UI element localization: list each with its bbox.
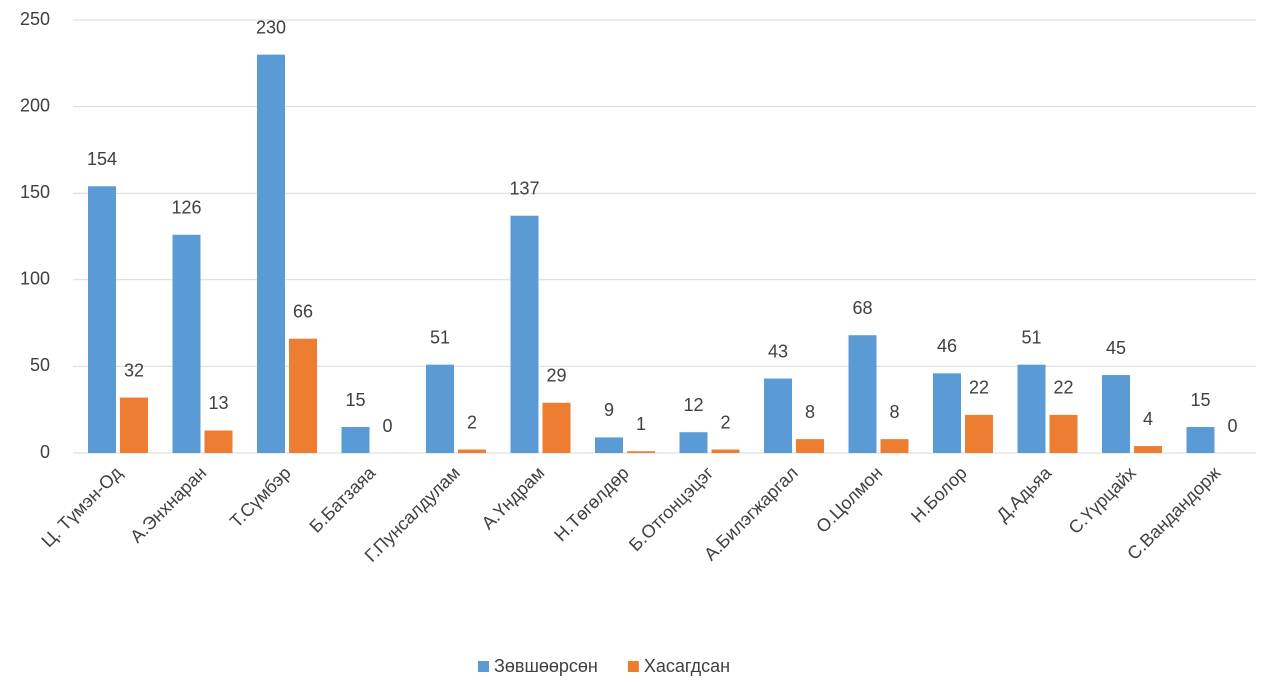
- bar: [595, 437, 623, 453]
- legend-swatch: [627, 661, 639, 672]
- x-tick-label: Б.Батзаяа: [305, 462, 380, 537]
- data-label: 68: [852, 298, 872, 318]
- x-tick-label: О.Цолмон: [812, 463, 886, 537]
- y-tick-label: 200: [20, 95, 50, 115]
- bar: [1186, 427, 1215, 453]
- data-label: 29: [546, 366, 566, 386]
- data-label: 43: [768, 341, 788, 361]
- legend: Зөвшөөрсөн Хасагдсан: [478, 656, 730, 676]
- data-label: 51: [1021, 327, 1041, 347]
- bar: [1134, 446, 1162, 453]
- data-label: 15: [345, 390, 365, 410]
- legend-label: Зөвшөөрсөн: [494, 656, 598, 676]
- legend-swatch: [478, 661, 489, 672]
- data-label: 8: [805, 402, 815, 422]
- bar: [120, 397, 148, 453]
- data-label: 22: [1053, 378, 1073, 398]
- bar: [458, 449, 486, 453]
- bar: [711, 449, 740, 453]
- x-tick-label: Н.Төгөлдөр: [550, 463, 632, 545]
- data-label: 0: [1227, 416, 1237, 436]
- data-label: 137: [509, 178, 539, 198]
- bar: [88, 186, 116, 453]
- bar: [510, 215, 539, 453]
- bar: [848, 335, 877, 453]
- bar: [542, 402, 571, 453]
- bar: [257, 54, 285, 453]
- legend-label: Хасагдсан: [644, 656, 730, 676]
- x-tick-label: А.Энхнаран: [126, 463, 210, 547]
- bar: [965, 414, 993, 453]
- bar: [341, 427, 370, 453]
- y-tick-label: 250: [20, 9, 50, 29]
- data-label: 15: [1190, 390, 1210, 410]
- bar: [1049, 414, 1078, 453]
- bar: [764, 378, 792, 453]
- y-tick-label: 0: [40, 442, 50, 462]
- x-tick-label: Т.Сүмбэр: [226, 463, 295, 532]
- x-tick-label: А.Үндрам: [478, 463, 549, 534]
- bar: [172, 234, 201, 453]
- data-label: 32: [124, 360, 144, 380]
- data-label: 2: [467, 412, 477, 432]
- x-tick-label: С.Үүрцайх: [1065, 463, 1140, 538]
- data-label: 9: [604, 400, 614, 420]
- bar: [1017, 364, 1046, 453]
- data-label: 126: [171, 198, 201, 218]
- bar: [289, 338, 317, 453]
- x-tick-label: Д.Адьяа: [993, 462, 1057, 526]
- bar: [679, 432, 708, 453]
- bar: [204, 430, 233, 453]
- bar: [880, 439, 909, 453]
- data-label: 66: [293, 301, 313, 321]
- data-label: 154: [87, 149, 117, 169]
- bar: [1102, 375, 1130, 453]
- bar: [627, 451, 655, 453]
- data-label: 4: [1143, 409, 1153, 429]
- data-label: 230: [256, 17, 286, 37]
- data-label: 12: [683, 395, 703, 415]
- y-tick-label: 50: [30, 355, 50, 375]
- data-label: 2: [720, 412, 730, 432]
- data-label: 1: [636, 414, 646, 434]
- data-label: 13: [208, 393, 228, 413]
- data-label: 45: [1106, 338, 1126, 358]
- bar: [933, 373, 961, 453]
- data-label: 8: [889, 402, 899, 422]
- x-tick-label: Н.Болор: [907, 463, 971, 527]
- bar: [426, 364, 454, 453]
- x-tick-label: Ц. Түмэн-Од: [37, 462, 126, 551]
- y-tick-label: 150: [20, 182, 50, 202]
- data-label: 22: [969, 378, 989, 398]
- data-label: 46: [937, 336, 957, 356]
- data-label: 51: [430, 327, 450, 347]
- bar: [796, 439, 824, 453]
- x-tick-label: Б.Отгонцэцэг: [625, 462, 718, 555]
- y-tick-label: 100: [20, 269, 50, 289]
- data-label: 0: [382, 416, 392, 436]
